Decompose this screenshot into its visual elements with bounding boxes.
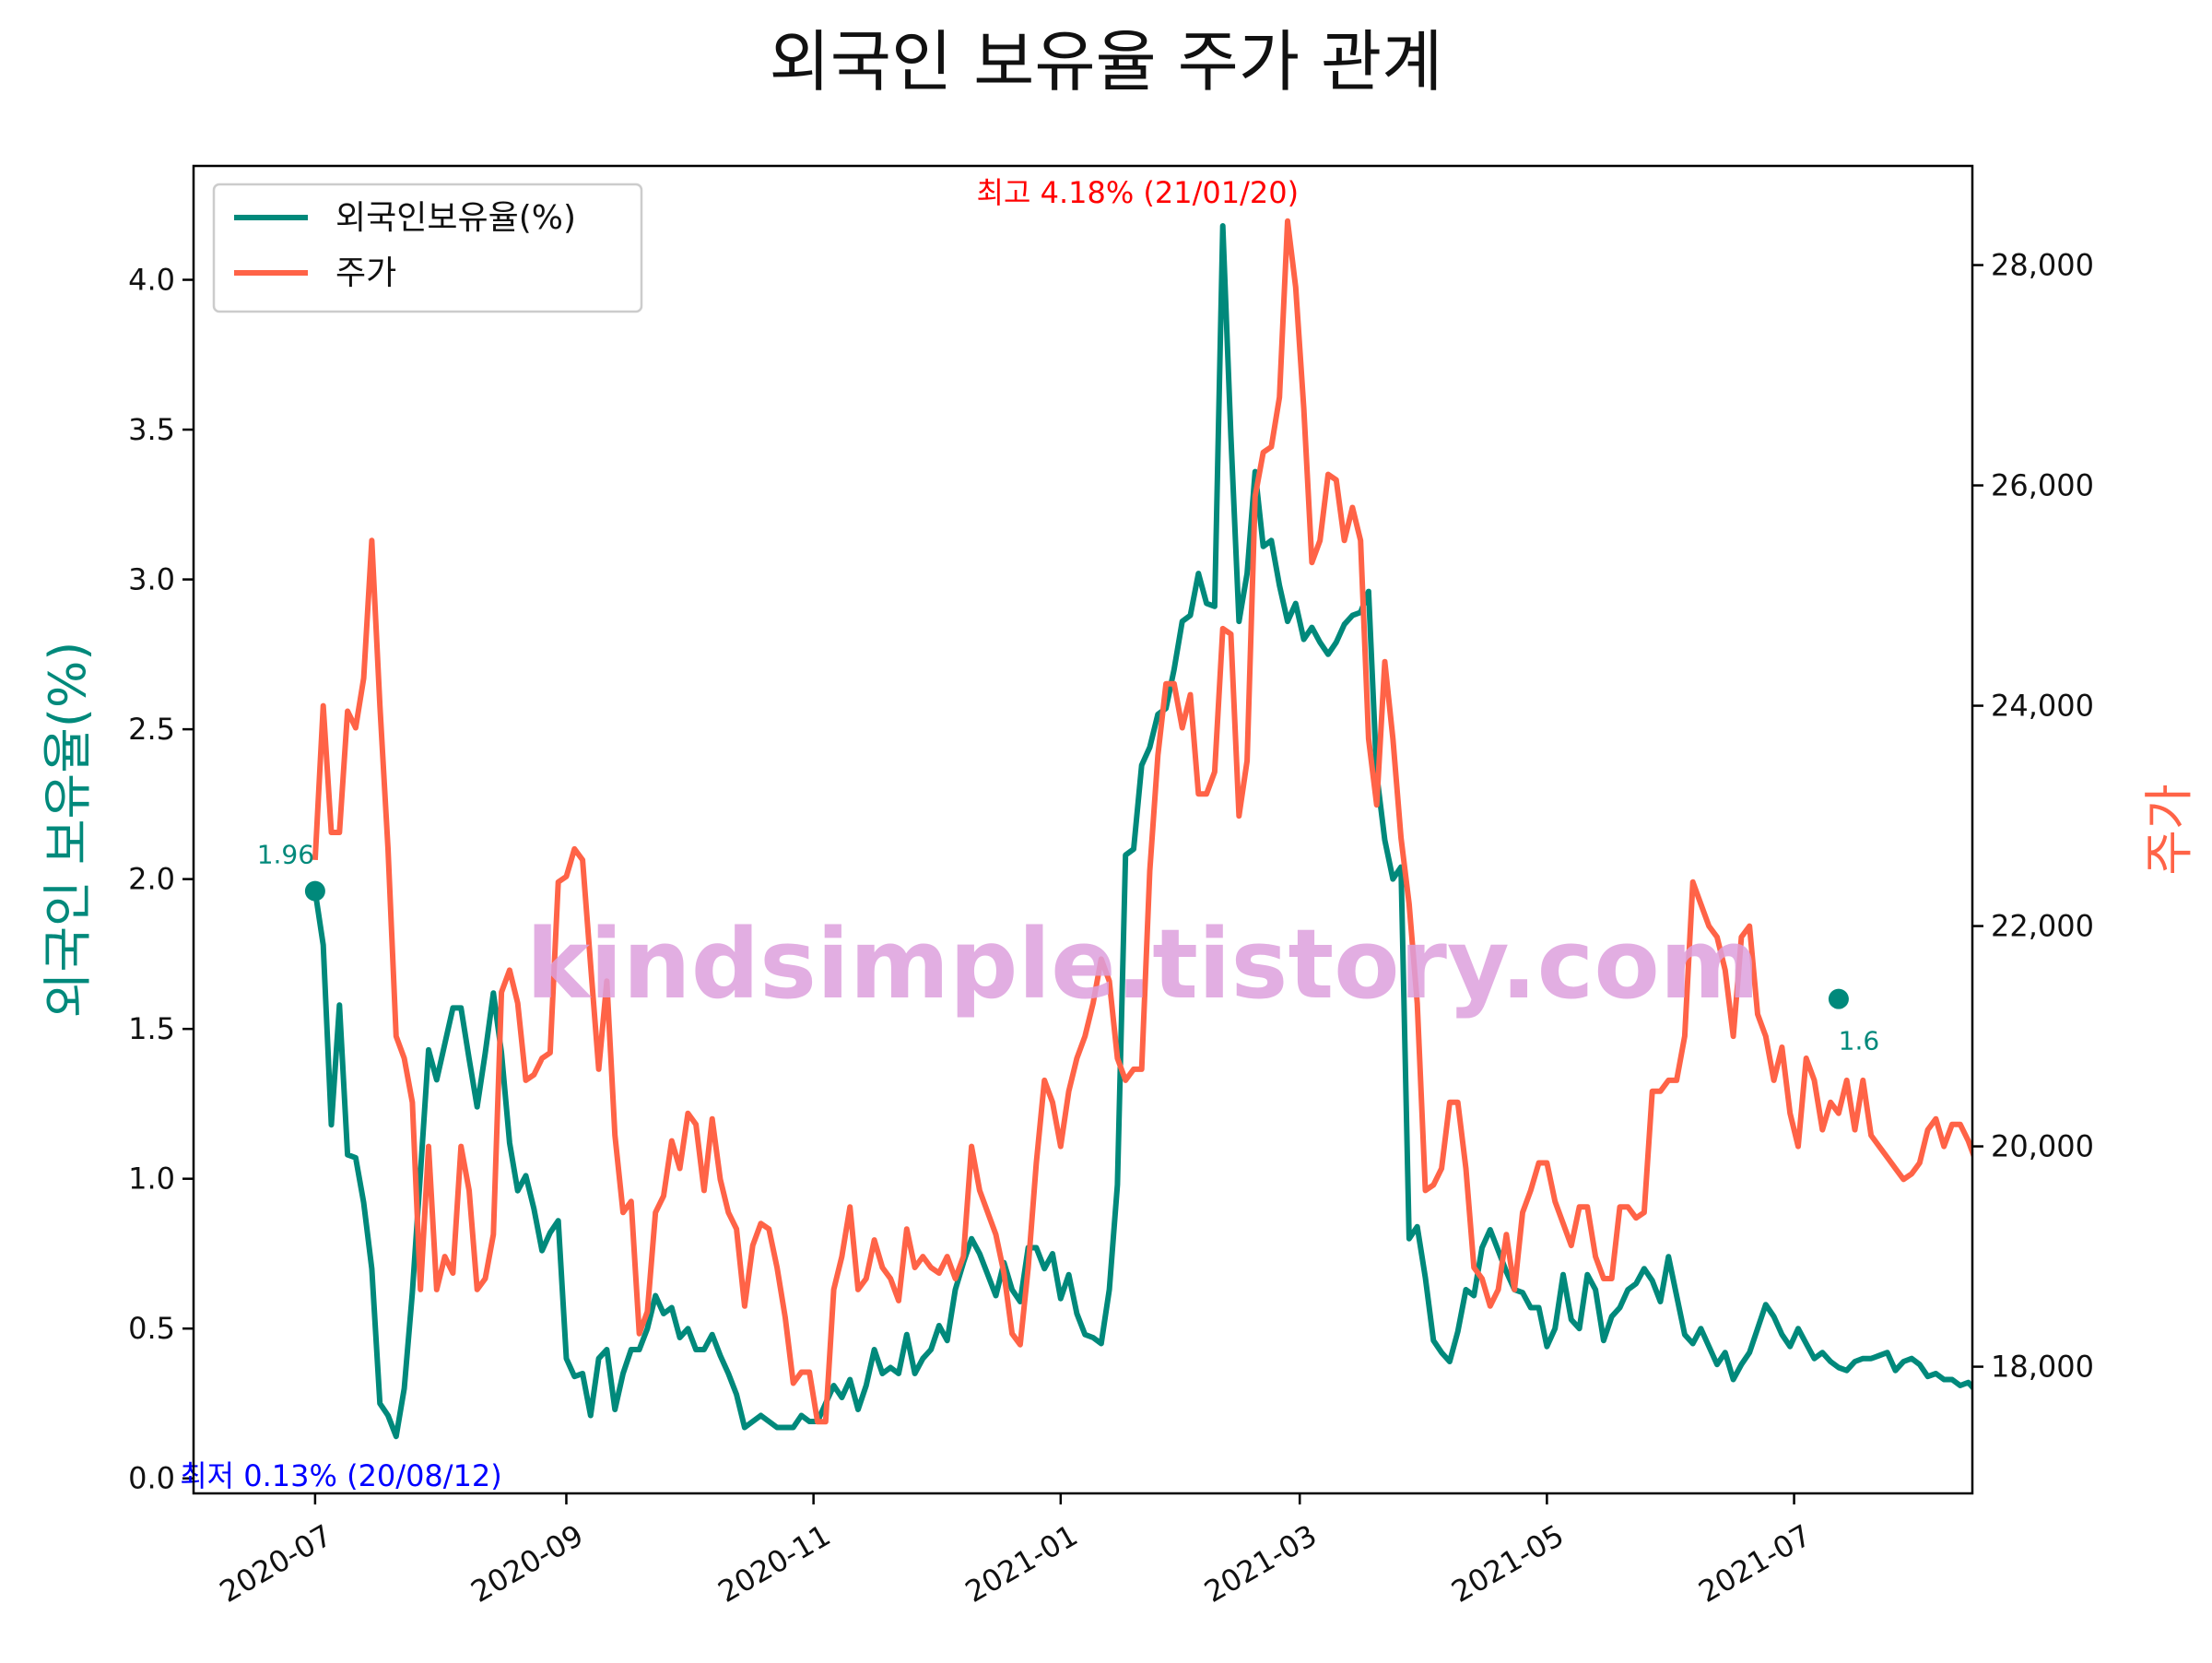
y-axis-right-label: 주가 <box>2140 784 2198 875</box>
end-point-marker <box>1828 988 1849 1009</box>
y-right-tick-label: 24,000 <box>1991 689 2094 724</box>
legend-box <box>212 183 643 313</box>
y-right-tick-label: 18,000 <box>1991 1350 2094 1385</box>
y-left-tick-label: 2.0 <box>128 862 175 897</box>
y-left-tick-label: 0.5 <box>128 1311 175 1346</box>
y-axis-left-label: 외국인 보유율(%) <box>39 642 97 1019</box>
y-right-tick-label: 26,000 <box>1991 468 2094 503</box>
plot-area <box>194 166 1972 1493</box>
y-left-tick-label: 3.0 <box>128 562 175 597</box>
watermark: kindsimple.tistory.com <box>526 908 1759 1020</box>
legend-label-stock-price: 주가 <box>335 254 396 292</box>
legend: 외국인보유율(%) 주가 <box>212 183 643 313</box>
y-left-tick-label: 0.0 <box>128 1461 175 1496</box>
min-annotation: 최저 0.13% (20/08/12) <box>180 1458 502 1493</box>
y-axis-right: 18,000 20,000 22,000 24,000 26,000 28,000 <box>1972 248 2094 1385</box>
series-line-foreign-ratio <box>312 223 1972 1440</box>
y-right-tick-label: 28,000 <box>1991 248 2094 283</box>
y-right-tick-label: 20,000 <box>1991 1129 2094 1164</box>
y-left-tick-label: 3.5 <box>128 412 175 447</box>
start-point-marker <box>304 880 325 902</box>
plot-frame <box>192 164 1974 1495</box>
y-right-tick-label: 22,000 <box>1991 909 2094 944</box>
max-annotation: 최고 4.18% (21/01/20) <box>977 175 1300 210</box>
series-line-stock-price <box>312 218 1972 1425</box>
y-left-tick-label: 1.0 <box>128 1162 175 1197</box>
y-left-tick-label: 1.5 <box>128 1011 175 1046</box>
chart-title: 외국인 보유율 주가 관계 <box>769 23 1442 100</box>
y-left-tick-label: 4.0 <box>128 263 175 298</box>
legend-label-foreign-ratio: 외국인보유율(%) <box>335 199 576 237</box>
end-point-label: 1.6 <box>1839 1026 1880 1056</box>
y-axis-left: 0.0 0.5 1.0 1.5 2.0 2.5 3.0 3.5 4.0 <box>128 263 194 1496</box>
start-point-label: 1.96 <box>257 840 314 870</box>
y-left-tick-label: 2.5 <box>128 712 175 747</box>
